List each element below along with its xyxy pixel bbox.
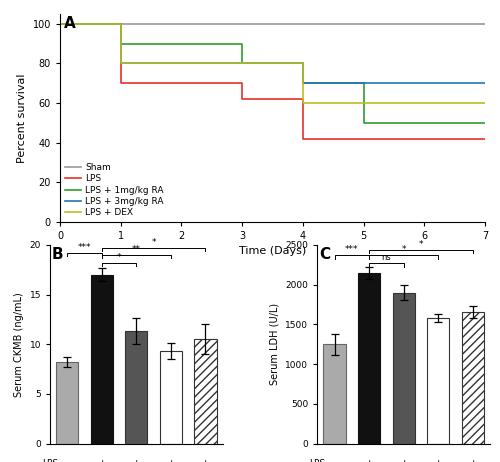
Text: +: + [469, 459, 476, 462]
Text: -: - [66, 459, 69, 462]
Text: ns: ns [382, 253, 392, 262]
Legend: Sham, LPS, LPS + 1mg/kg RA, LPS + 3mg/kg RA, LPS + DEX: Sham, LPS, LPS + 1mg/kg RA, LPS + 3mg/kg… [64, 163, 164, 217]
X-axis label: Time (Days): Time (Days) [239, 246, 306, 256]
Y-axis label: Percent survival: Percent survival [17, 73, 27, 163]
Bar [125, 331, 148, 444]
Text: +: + [98, 459, 106, 462]
Text: +: + [202, 459, 209, 462]
Text: LPS: LPS [310, 459, 326, 462]
Bar [427, 318, 450, 444]
Text: B: B [52, 247, 64, 262]
Y-axis label: Serum LDH (U/L): Serum LDH (U/L) [270, 303, 280, 385]
Text: *: * [117, 253, 121, 262]
Y-axis label: Serum CKMB (ng/mL): Serum CKMB (ng/mL) [14, 292, 24, 396]
Text: +: + [132, 459, 140, 462]
Bar [324, 344, 346, 444]
Text: +: + [400, 459, 407, 462]
Bar [194, 339, 216, 444]
Text: LPS: LPS [42, 459, 58, 462]
Text: ***: *** [345, 245, 358, 254]
Text: *: * [418, 240, 423, 249]
Text: +: + [167, 459, 174, 462]
Bar [392, 292, 415, 444]
Bar [56, 362, 78, 444]
Text: +: + [366, 459, 373, 462]
Bar [358, 273, 380, 444]
Bar [90, 274, 113, 444]
Text: *: * [402, 245, 406, 254]
Text: A: A [64, 16, 76, 31]
Text: C: C [319, 247, 330, 262]
Bar [160, 351, 182, 444]
Text: *: * [152, 238, 156, 247]
Text: +: + [434, 459, 442, 462]
Bar [462, 312, 484, 444]
Text: ***: *** [78, 243, 92, 252]
Text: -: - [333, 459, 336, 462]
Text: **: ** [132, 245, 141, 254]
